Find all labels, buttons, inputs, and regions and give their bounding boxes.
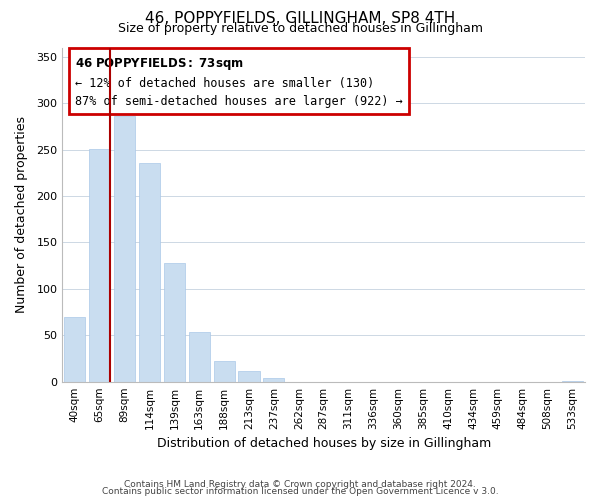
Text: Contains public sector information licensed under the Open Government Licence v : Contains public sector information licen… (101, 487, 499, 496)
Bar (263, 378, 284, 382)
Text: Size of property relative to detached houses in Gillingham: Size of property relative to detached ho… (118, 22, 482, 35)
Bar (214, 362, 235, 382)
Text: Contains HM Land Registry data © Crown copyright and database right 2024.: Contains HM Land Registry data © Crown c… (124, 480, 476, 489)
Bar (64, 316, 85, 382)
Text: $\mathbf{46\ POPPYFIELDS:\ 73sqm}$
← 12% of detached houses are smaller (130)
87: $\mathbf{46\ POPPYFIELDS:\ 73sqm}$ ← 12%… (76, 56, 403, 108)
Bar (114, 116, 135, 382)
Y-axis label: Number of detached properties: Number of detached properties (15, 116, 28, 313)
X-axis label: Distribution of detached houses by size in Gillingham: Distribution of detached houses by size … (157, 437, 491, 450)
Bar (562, 381, 583, 382)
Bar (139, 162, 160, 382)
Bar (89, 148, 110, 382)
Bar (188, 332, 210, 382)
Text: 46, POPPYFIELDS, GILLINGHAM, SP8 4TH: 46, POPPYFIELDS, GILLINGHAM, SP8 4TH (145, 11, 455, 26)
Bar (238, 372, 260, 382)
Bar (164, 263, 185, 382)
